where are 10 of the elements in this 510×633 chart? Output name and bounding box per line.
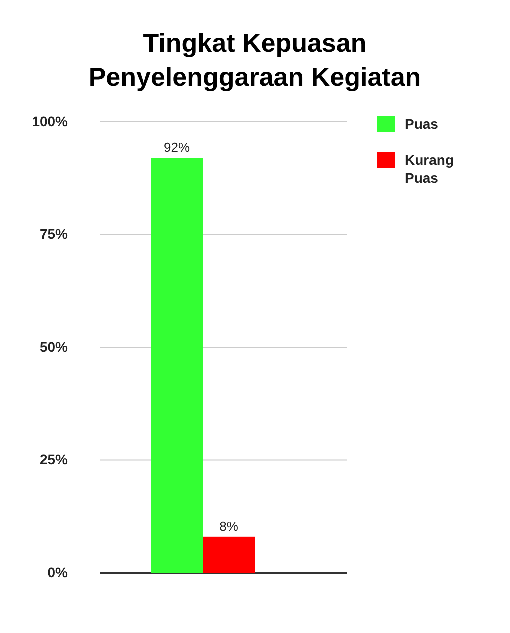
y-tick-label: 75% [40,226,69,242]
chart-title: Tingkat Kepuasan Penyelenggaraan Kegiatan [88,28,422,92]
data-label: 92% [164,140,190,156]
legend-label: Kurang Puas [405,152,454,186]
y-tick-label: 100% [32,113,69,130]
y-tick-label: 25% [40,452,69,468]
y-tick-label: 50% [40,338,69,355]
legend-label: Puas [405,116,439,132]
data-label: 8% [220,518,239,534]
y-tick-label: 0% [48,564,69,580]
